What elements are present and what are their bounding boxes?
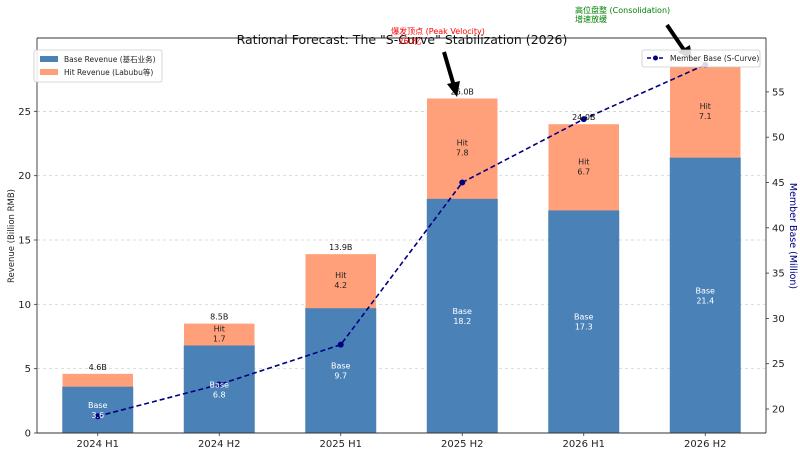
bar-total-label: 8.5B	[210, 313, 228, 322]
bar-base-value: 18.2	[453, 317, 471, 326]
bar-base-label: Base	[453, 307, 473, 316]
y2-tick-label: 30	[772, 314, 785, 325]
annotation-peak-text: 爆发顶点 (Peak Velocity)	[391, 26, 485, 36]
y-tick-label: 15	[18, 236, 31, 247]
bar-hit	[548, 124, 619, 211]
member-point	[216, 381, 223, 388]
annotation-peak-velocity: 爆发顶点 (Peak Velocity) 260亿	[391, 26, 485, 97]
bar-hit-label: Hit	[578, 157, 589, 166]
x-tick-label: 2024 H2	[198, 439, 241, 450]
bar-hit-value: 6.7	[577, 167, 590, 176]
bar-total-label: 13.9B	[329, 243, 352, 252]
y2-tick-label: 55	[772, 87, 785, 98]
labels-group: Base3.64.6BBase6.8Hit1.78.5BBase9.7Hit4.…	[88, 87, 715, 419]
y-tick-label: 25	[18, 107, 31, 118]
bar-base-value: 6.8	[213, 390, 226, 399]
y-tick-label: 5	[25, 364, 31, 375]
member-point	[459, 179, 466, 186]
annotation-consolidation-subtext: 增速放缓	[575, 14, 607, 24]
legend-swatch-base	[40, 56, 58, 62]
bar-hit	[670, 66, 741, 158]
legend-label-base: Base Revenue (基石业务)	[64, 54, 156, 64]
legend-marker-member	[653, 55, 658, 61]
annotation-consolidation-text: 高位盘整 (Consolidation)	[575, 5, 670, 15]
bar-base	[426, 198, 498, 434]
y2-axis-label: Member Base (Million)	[787, 183, 798, 289]
x-tick-label: 2025 H1	[319, 439, 362, 450]
bar-base-label: Base	[574, 313, 594, 322]
y-tick-label: 0	[25, 429, 31, 440]
bar-hit-value: 7.8	[456, 149, 469, 158]
y2-tick-label: 35	[772, 269, 785, 280]
bar-base-label: Base	[696, 286, 716, 295]
bar-hit	[305, 254, 376, 309]
member-line	[97, 63, 706, 418]
bar-total-label: 24.0B	[572, 113, 595, 122]
y2-tick-label: 40	[772, 223, 785, 234]
bar-hit	[184, 323, 255, 346]
y-axis-label: Revenue (Billion RMB)	[7, 189, 17, 283]
legend-revenue: Base Revenue (基石业务) Hit Revenue (Labubu等…	[33, 49, 163, 83]
y2-tick-label: 20	[772, 404, 785, 415]
bar-hit-label: Hit	[335, 271, 346, 280]
annotation-arrow-shaft	[665, 23, 686, 52]
bar-hit-value: 7.1	[699, 112, 712, 121]
y2-tick-label: 45	[772, 178, 785, 189]
bar-base	[305, 307, 377, 434]
bar-hit-label: Hit	[700, 102, 711, 111]
bar-base	[183, 345, 255, 434]
annotation-arrow-head	[447, 81, 460, 97]
bar-base	[669, 157, 741, 434]
x-tick-label: 2025 H2	[441, 439, 484, 450]
legend-member: Member Base (S-Curve)	[641, 49, 761, 68]
x-tick-label: 2026 H1	[562, 439, 605, 450]
legend-label-hit: Hit Revenue (Labubu等)	[64, 67, 153, 77]
annotation-peak-subtext: 260亿	[398, 36, 421, 46]
grid-lines	[37, 110, 766, 370]
legend-swatch-hit	[40, 69, 58, 75]
bar-total-label: 4.6B	[89, 363, 107, 372]
member-point	[580, 116, 587, 123]
bar-base-label: Base	[331, 362, 351, 371]
bar-hit-label: Hit	[457, 139, 468, 148]
x-tick-label: 2024 H1	[76, 439, 119, 450]
bar-base-label: Base	[88, 401, 108, 410]
bar-base-value: 21.4	[696, 296, 714, 305]
bar-hit-value: 1.7	[213, 335, 226, 344]
y2-tick-label: 50	[772, 133, 785, 144]
annotation-arrow-shaft	[442, 51, 456, 87]
y2-tick-label: 25	[772, 359, 785, 370]
chart-title: Rational Forecast: The "S-Curve" Stabili…	[237, 32, 568, 47]
bar-total-label: 26.0B	[451, 87, 474, 96]
bar-hit-value: 4.2	[334, 281, 347, 290]
y-tick-label: 20	[18, 171, 31, 182]
axes-group: 0 5 10 15 20 25 20 25 30 35 40 45 50 55 2024 H1 2024 H2…	[18, 37, 785, 450]
bar-base-label: Base	[210, 380, 230, 389]
bar-hit-label: Hit	[214, 325, 225, 334]
x-tick-label: 2026 H2	[684, 439, 727, 450]
member-point	[94, 413, 101, 420]
bar-base-value: 17.3	[575, 323, 593, 332]
bar-hit	[62, 373, 133, 387]
y-tick-label: 10	[18, 300, 31, 311]
bar-base	[548, 210, 620, 434]
bar-base-value: 3.6	[91, 411, 104, 420]
bar-base-value: 9.7	[334, 372, 347, 381]
legend-label-member: Member Base (S-Curve)	[670, 54, 759, 63]
bars-group	[62, 66, 741, 434]
member-point	[337, 341, 344, 348]
